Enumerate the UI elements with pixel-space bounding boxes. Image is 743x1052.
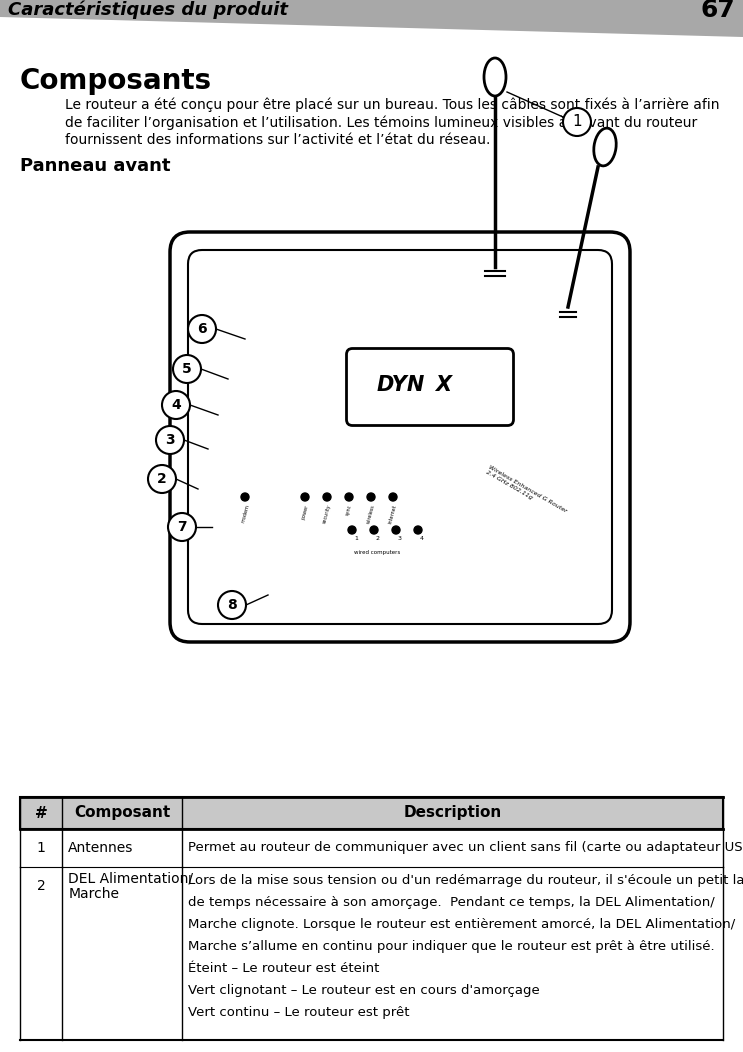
Text: 2: 2: [157, 472, 167, 486]
FancyBboxPatch shape: [346, 348, 513, 425]
Text: Marche: Marche: [68, 887, 119, 901]
Text: de faciliter l’organisation et l’utilisation. Les témoins lumineux visibles à l’: de faciliter l’organisation et l’utilisa…: [65, 115, 697, 129]
Text: 1: 1: [36, 841, 45, 855]
Text: security: security: [322, 504, 332, 524]
Text: Panneau avant: Panneau avant: [20, 157, 170, 175]
Text: Composants: Composants: [20, 67, 212, 95]
Text: 1: 1: [354, 537, 358, 541]
Circle shape: [301, 493, 309, 501]
Circle shape: [173, 355, 201, 383]
Text: 1: 1: [572, 115, 582, 129]
Text: Marche s’allume en continu pour indiquer que le routeur est prêt à être utilisé.: Marche s’allume en continu pour indiquer…: [188, 940, 714, 953]
Ellipse shape: [484, 58, 506, 96]
Circle shape: [162, 391, 190, 419]
Text: X: X: [435, 375, 451, 394]
Text: Vert clignotant – Le routeur est en cours d'amorçage: Vert clignotant – Le routeur est en cour…: [188, 984, 539, 997]
Text: Vert continu – Le routeur est prêt: Vert continu – Le routeur est prêt: [188, 1006, 409, 1019]
Circle shape: [389, 493, 397, 501]
Text: Le routeur a été conçu pour être placé sur un bureau. Tous les câbles sont fixés: Le routeur a été conçu pour être placé s…: [65, 97, 719, 112]
Text: fournissent des informations sur l’activité et l’état du réseau.: fournissent des informations sur l’activ…: [65, 133, 490, 147]
Circle shape: [370, 526, 378, 534]
Text: Lors de la mise sous tension ou d'un redémarrage du routeur, il s'écoule un peti: Lors de la mise sous tension ou d'un red…: [188, 874, 743, 887]
Circle shape: [323, 493, 331, 501]
Circle shape: [168, 513, 196, 541]
Text: DEL Alimentation/: DEL Alimentation/: [68, 872, 193, 886]
Polygon shape: [0, 0, 743, 37]
Text: 3: 3: [165, 433, 175, 447]
Text: Description: Description: [403, 806, 502, 821]
Circle shape: [367, 493, 375, 501]
Circle shape: [348, 526, 356, 534]
Text: 3: 3: [398, 537, 402, 541]
FancyBboxPatch shape: [170, 232, 630, 642]
Text: Composant: Composant: [74, 806, 170, 821]
Text: 4: 4: [420, 537, 424, 541]
Ellipse shape: [594, 128, 616, 166]
Text: Caractéristiques du produit: Caractéristiques du produit: [8, 1, 288, 19]
Text: sync: sync: [345, 504, 353, 517]
Text: 8: 8: [227, 598, 237, 612]
Text: internet: internet: [388, 504, 398, 524]
Text: wireless: wireless: [366, 504, 376, 524]
Text: #: #: [35, 806, 48, 821]
Text: 67: 67: [700, 0, 735, 22]
Circle shape: [241, 493, 249, 501]
Text: Permet au routeur de communiquer avec un client sans fil (carte ou adaptateur US: Permet au routeur de communiquer avec un…: [188, 842, 743, 854]
Text: wired computers: wired computers: [354, 550, 400, 555]
Circle shape: [218, 591, 246, 619]
Text: Antennes: Antennes: [68, 841, 134, 855]
Text: Éteint – Le routeur est éteint: Éteint – Le routeur est éteint: [188, 962, 379, 975]
Circle shape: [188, 315, 216, 343]
Bar: [20, 797, 723, 829]
Circle shape: [156, 426, 184, 454]
Text: Marche clignote. Lorsque le routeur est entièrement amorcé, la DEL Alimentation/: Marche clignote. Lorsque le routeur est …: [188, 918, 735, 931]
Text: 5: 5: [182, 362, 192, 376]
Text: 7: 7: [177, 520, 186, 534]
Text: 2: 2: [36, 879, 45, 893]
Text: de temps nécessaire à son amorçage.  Pendant ce temps, la DEL Alimentation/: de temps nécessaire à son amorçage. Pend…: [188, 896, 715, 909]
Circle shape: [345, 493, 353, 501]
Circle shape: [414, 526, 422, 534]
Text: Wireless Enhanced G Router
2.4 GHz 802.11g: Wireless Enhanced G Router 2.4 GHz 802.1…: [485, 465, 568, 519]
Text: 6: 6: [197, 322, 207, 336]
Text: modem: modem: [240, 504, 250, 524]
Text: DYN: DYN: [377, 375, 425, 394]
Circle shape: [392, 526, 400, 534]
Text: 4: 4: [171, 398, 181, 412]
Circle shape: [563, 108, 591, 136]
Text: 2: 2: [376, 537, 380, 541]
Circle shape: [148, 465, 176, 493]
Text: power: power: [301, 504, 309, 520]
